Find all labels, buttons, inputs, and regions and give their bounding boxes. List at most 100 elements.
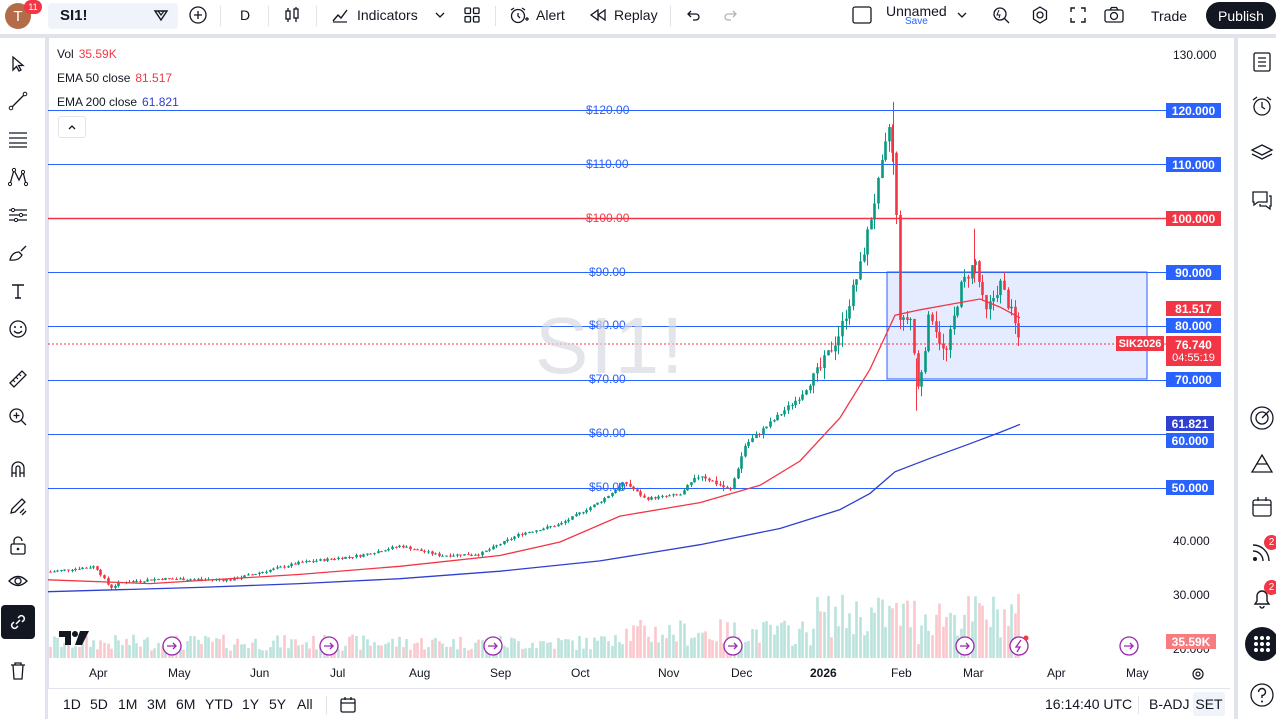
event-arrow-icon xyxy=(488,642,498,650)
candle-body xyxy=(60,570,63,572)
trade-button[interactable]: Trade xyxy=(1150,7,1188,24)
trash-remove-icon[interactable] xyxy=(4,657,32,685)
event-marker-icon[interactable] xyxy=(483,636,503,656)
forecasting-tool-icon[interactable] xyxy=(4,201,32,229)
link-tool-icon[interactable] xyxy=(1,605,35,639)
emoji-tool-icon[interactable] xyxy=(4,315,32,343)
lock-drawings-icon[interactable] xyxy=(4,531,32,559)
price-tag-60: 60.000 xyxy=(1166,433,1214,448)
publish-button[interactable]: Publish xyxy=(1206,2,1276,29)
settings-gear-icon[interactable] xyxy=(1030,0,1050,30)
candle-body xyxy=(449,555,452,557)
hide-drawings-eye-icon[interactable] xyxy=(4,567,32,595)
legend-volume[interactable]: Vol 35.59K xyxy=(57,47,117,61)
replay-button[interactable]: Replay xyxy=(588,0,658,30)
collapse-legend-chevron-icon[interactable] xyxy=(58,116,86,138)
session-toggle[interactable]: SET xyxy=(1193,692,1225,716)
layout-dropdown-chevron-icon[interactable] xyxy=(955,0,969,30)
fib-retracement-tool-icon[interactable] xyxy=(4,125,32,153)
redo-icon[interactable] xyxy=(722,0,740,30)
symbol-search[interactable] xyxy=(48,3,178,29)
zoom-in-icon[interactable] xyxy=(4,403,32,431)
range-rectangle-drawing[interactable] xyxy=(886,271,1148,380)
adjustment-toggle[interactable]: B-ADJ xyxy=(1149,696,1190,712)
chats-speech-icon[interactable] xyxy=(1248,186,1276,214)
notifications-bell-icon[interactable] xyxy=(1248,584,1276,612)
volume-bar xyxy=(276,635,279,658)
event-marker-icon[interactable] xyxy=(723,636,743,656)
tradingview-logo-icon[interactable] xyxy=(59,629,91,652)
range-ytd-button[interactable]: YTD xyxy=(205,696,233,712)
help-question-icon[interactable] xyxy=(1248,681,1276,709)
volume-bar xyxy=(557,638,560,658)
fullscreen-icon[interactable] xyxy=(1068,0,1088,30)
layout-checkbox-icon[interactable] xyxy=(851,0,873,30)
apps-grid-icon[interactable] xyxy=(1245,627,1276,661)
chart-type-candles-icon[interactable] xyxy=(282,0,302,30)
event-marker-icon[interactable] xyxy=(319,636,339,656)
event-marker-icon[interactable] xyxy=(955,636,975,656)
watchlist-icon[interactable] xyxy=(1248,48,1276,76)
range-all-button[interactable]: All xyxy=(297,696,313,712)
volume-bar xyxy=(722,642,725,658)
candle-body xyxy=(211,579,214,581)
range-5d-button[interactable]: 5D xyxy=(90,696,108,712)
alert-button[interactable]: Alert xyxy=(508,0,565,30)
range-1d-button[interactable]: 1D xyxy=(63,696,81,712)
calendar-icon[interactable] xyxy=(1248,493,1276,521)
stay-in-drawing-mode-icon[interactable] xyxy=(4,493,32,521)
candle-body xyxy=(319,559,322,561)
pattern-tool-icon[interactable] xyxy=(4,163,32,191)
clock-timezone[interactable]: 16:14:40 UTC xyxy=(1045,696,1133,712)
volume-bar xyxy=(801,621,804,658)
undo-icon[interactable] xyxy=(684,0,702,30)
technicals-target-icon[interactable] xyxy=(1248,404,1276,432)
layout-name[interactable]: Unnamed xyxy=(886,3,947,19)
templates-grid-icon[interactable] xyxy=(462,0,482,30)
volume-bar xyxy=(967,596,970,658)
brush-tool-icon[interactable] xyxy=(4,239,32,267)
candle-body xyxy=(956,306,959,316)
earnings-event-icon[interactable] xyxy=(1009,636,1029,656)
candle-body xyxy=(74,568,77,571)
legend-ema50[interactable]: EMA 50 close 81.517 xyxy=(57,71,172,85)
ruler-measure-icon[interactable] xyxy=(4,365,32,393)
event-marker-icon[interactable] xyxy=(1119,636,1139,656)
magnet-icon[interactable] xyxy=(4,455,32,483)
object-tree-layers-icon[interactable] xyxy=(1248,139,1276,167)
indicators-label: Indicators xyxy=(357,7,418,23)
compare-add-icon[interactable] xyxy=(188,0,208,30)
symbol-details-icon[interactable] xyxy=(151,0,171,30)
range-3m-button[interactable]: 3M xyxy=(147,696,167,712)
range-5y-button[interactable]: 5Y xyxy=(269,696,287,712)
candle-body xyxy=(621,482,624,487)
layout-save-hint[interactable]: Save xyxy=(905,16,928,27)
volume-bar xyxy=(272,640,275,658)
volume-bar xyxy=(200,644,203,658)
volume-bar xyxy=(945,616,948,658)
ideas-pyramid-icon[interactable] xyxy=(1248,450,1276,478)
range-6m-button[interactable]: 6M xyxy=(176,696,196,712)
candle-body xyxy=(755,434,758,439)
volume-bar xyxy=(517,641,520,658)
quick-search-icon[interactable] xyxy=(990,0,1012,30)
cursor-tool-icon[interactable] xyxy=(4,50,32,78)
news-stream-icon[interactable] xyxy=(1248,538,1276,566)
snapshot-camera-icon[interactable] xyxy=(1103,0,1125,30)
range-1y-button[interactable]: 1Y xyxy=(242,696,260,712)
symbol-name[interactable]: SI1! xyxy=(60,6,88,24)
candle-body xyxy=(222,579,225,581)
trend-line-tool-icon[interactable] xyxy=(4,87,32,115)
volume-bar xyxy=(387,642,390,658)
alerts-clock-icon[interactable] xyxy=(1248,92,1276,120)
text-tool-icon[interactable] xyxy=(4,277,32,305)
legend-ema200[interactable]: EMA 200 close 61.821 xyxy=(57,95,179,109)
event-marker-icon[interactable] xyxy=(162,636,182,656)
goto-date-calendar-icon[interactable] xyxy=(338,695,358,718)
indicators-button[interactable]: Indicators xyxy=(330,0,418,30)
indicators-dropdown-chevron-icon[interactable] xyxy=(433,0,447,30)
range-1m-button[interactable]: 1M xyxy=(118,696,138,712)
candle-body xyxy=(258,572,261,574)
interval-button[interactable]: D xyxy=(240,7,251,23)
axis-settings-gear-icon[interactable] xyxy=(1191,667,1205,686)
